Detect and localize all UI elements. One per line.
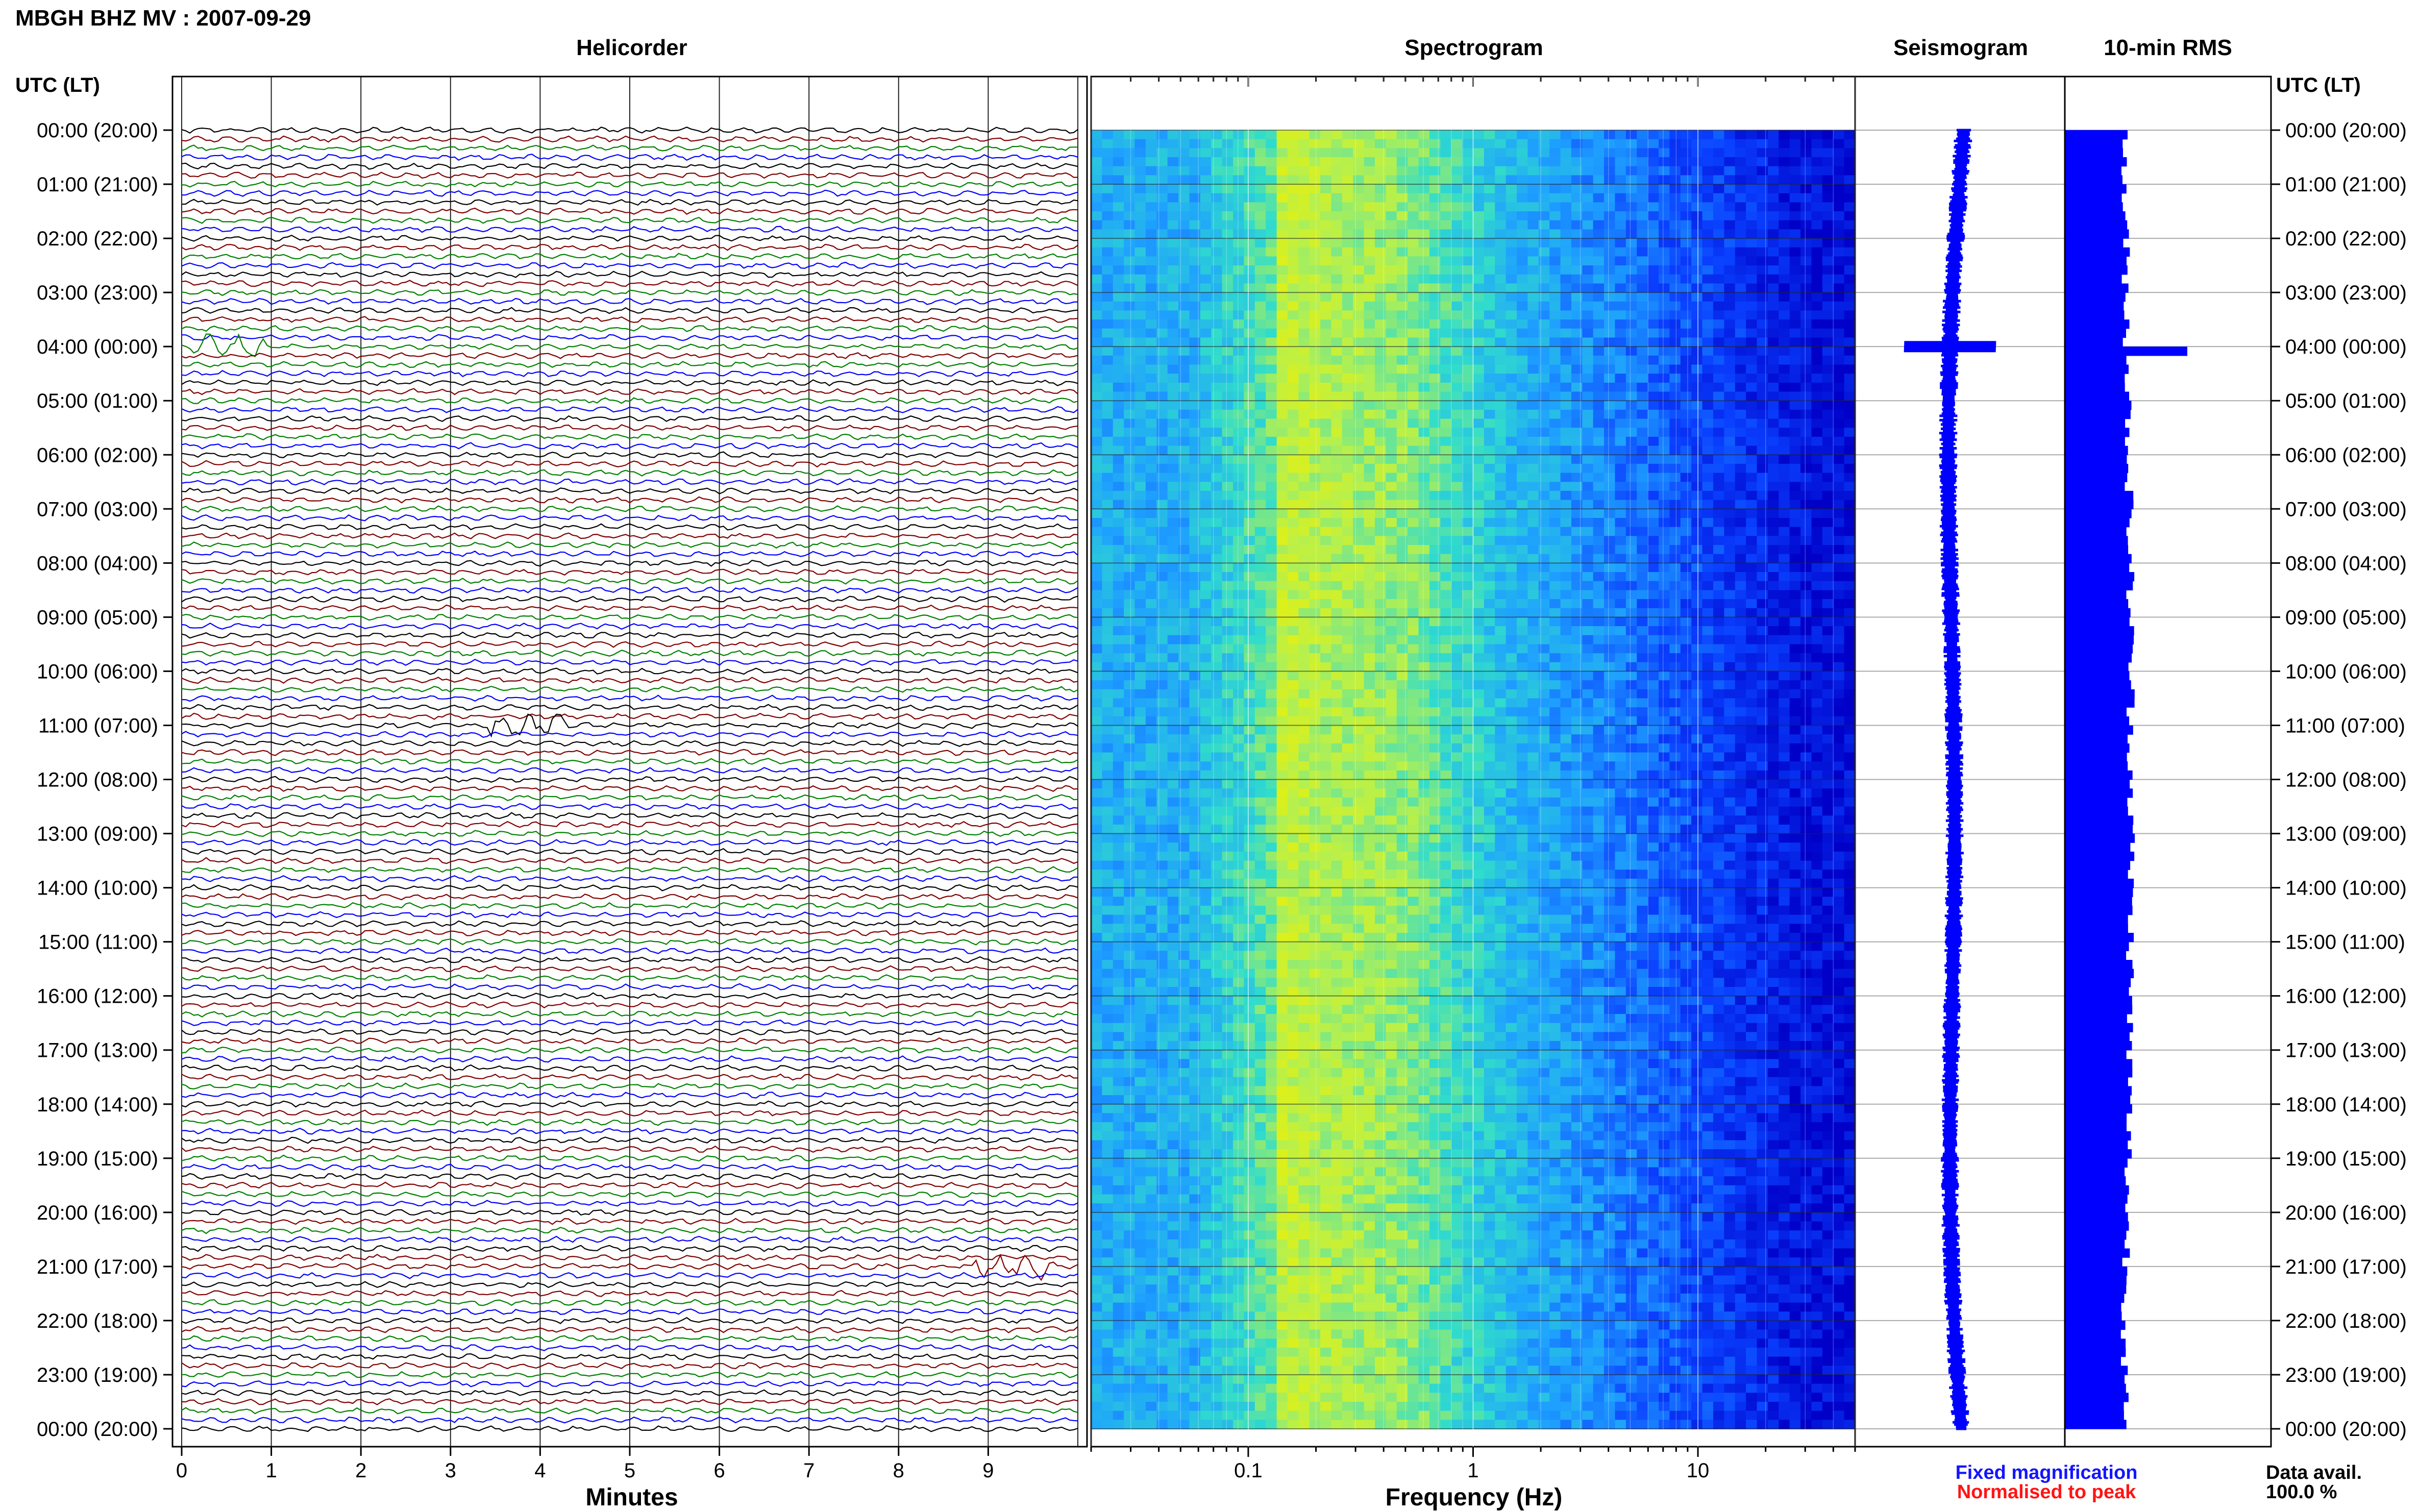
time-tick-label: 03:00 (23:00) <box>37 282 158 304</box>
minute-tick-label: 5 <box>624 1459 635 1482</box>
frequency-tick-label: 0.1 <box>1234 1459 1263 1482</box>
time-tick-label: 05:00 (01:00) <box>2285 390 2407 412</box>
minute-tick-label: 3 <box>445 1459 456 1482</box>
time-tick-label: 06:00 (02:00) <box>2285 444 2407 466</box>
time-tick-label: 15:00 (11:00) <box>38 931 158 954</box>
legend-normalised-to-peak: Normalised to peak <box>1957 1481 2136 1503</box>
helicorder-title: Helicorder <box>576 35 687 60</box>
minute-tick-label: 2 <box>355 1459 366 1482</box>
time-tick-label: 21:00 (17:00) <box>2285 1256 2407 1278</box>
time-tick-label: 08:00 (04:00) <box>37 552 158 575</box>
time-tick-label: 13:00 (09:00) <box>2285 823 2407 846</box>
time-tick-label: 21:00 (17:00) <box>37 1256 158 1278</box>
time-tick-label: 10:00 (06:00) <box>37 660 158 683</box>
time-tick-label: 23:00 (19:00) <box>2285 1364 2407 1386</box>
time-tick-label: 19:00 (15:00) <box>37 1148 158 1170</box>
right-time-axis-label: UTC (LT) <box>2276 74 2361 96</box>
time-tick-label: 16:00 (12:00) <box>2285 985 2407 1008</box>
time-tick-label: 07:00 (03:00) <box>2285 498 2407 520</box>
time-tick-label: 17:00 (13:00) <box>2285 1039 2407 1062</box>
data-availability-value: 100.0 % <box>2266 1481 2337 1503</box>
minute-tick-label: 1 <box>265 1459 277 1482</box>
time-tick-label: 01:00 (21:00) <box>37 173 158 196</box>
left-time-tick-labels: 00:00 (20:00) 01:00 (21:00) 02:00 (22:00) 0… <box>37 119 158 1441</box>
time-tick-label: 09:00 (05:00) <box>37 606 158 629</box>
time-tick-label: 11:00 (07:00) <box>2285 714 2405 737</box>
rms-bars <box>2065 130 2187 1429</box>
time-tick-label: 01:00 (21:00) <box>2285 173 2407 196</box>
time-tick-label: 18:00 (14:00) <box>37 1094 158 1116</box>
time-tick-label: 18:00 (14:00) <box>2285 1094 2407 1116</box>
time-tick-label: 22:00 (18:00) <box>2285 1310 2407 1332</box>
axis-ticks: 0 1 2 3 4 5 6 7 8 9 0.1 1 10 <box>163 77 2280 1482</box>
frequency-tick-label: 10 <box>1687 1459 1710 1482</box>
minute-tick-label: 6 <box>713 1459 725 1482</box>
time-tick-label: 06:00 (02:00) <box>37 444 158 466</box>
page-title: MBGH BHZ MV : 2007-09-29 <box>15 6 311 31</box>
time-tick-label: 02:00 (22:00) <box>37 228 158 250</box>
data-availability-label: Data avail. <box>2266 1462 2362 1483</box>
time-tick-label: 20:00 (16:00) <box>37 1202 158 1224</box>
minutes-axis-label: Minutes <box>585 1484 678 1511</box>
time-tick-label: 05:00 (01:00) <box>37 390 158 412</box>
time-tick-label: 03:00 (23:00) <box>2285 282 2407 304</box>
time-tick-label: 02:00 (22:00) <box>2285 228 2407 250</box>
time-tick-label: 16:00 (12:00) <box>37 985 158 1008</box>
time-tick-label: 04:00 (00:00) <box>37 336 158 358</box>
time-tick-label: 19:00 (15:00) <box>2285 1148 2407 1170</box>
time-tick-label: 14:00 (10:00) <box>2285 877 2407 900</box>
time-tick-label: 07:00 (03:00) <box>37 498 158 520</box>
left-time-axis-label: UTC (LT) <box>15 74 100 96</box>
rms-title: 10-min RMS <box>2104 35 2232 60</box>
time-tick-label: 08:00 (04:00) <box>2285 552 2407 575</box>
time-tick-label: 20:00 (16:00) <box>2285 1202 2407 1224</box>
time-tick-label: 00:00 (20:00) <box>2285 1418 2407 1441</box>
minute-tick-label: 4 <box>534 1459 546 1482</box>
minute-tick-label: 8 <box>893 1459 904 1482</box>
time-tick-label: 00:00 (20:00) <box>37 119 158 142</box>
frequency-tick-label: 1 <box>1467 1459 1478 1482</box>
time-tick-label: 23:00 (19:00) <box>37 1364 158 1386</box>
right-time-tick-labels: 00:00 (20:00) 01:00 (21:00) 02:00 (22:00) 0… <box>2285 119 2407 1441</box>
time-tick-label: 17:00 (13:00) <box>37 1039 158 1062</box>
time-tick-label: 00:00 (20:00) <box>37 1418 158 1441</box>
frequency-axis-label: Frequency (Hz) <box>1386 1484 1563 1511</box>
seismogram-title: Seismogram <box>1893 35 2028 60</box>
minute-tick-label: 7 <box>803 1459 814 1482</box>
time-tick-label: 14:00 (10:00) <box>37 877 158 900</box>
time-tick-label: 22:00 (18:00) <box>37 1310 158 1332</box>
seismogram-trace <box>1904 129 1996 1430</box>
spectrogram-heatmap <box>1091 130 1856 1429</box>
time-tick-label: 13:00 (09:00) <box>37 823 158 846</box>
minute-tick-label: 0 <box>176 1459 187 1482</box>
time-tick-label: 09:00 (05:00) <box>2285 606 2407 629</box>
legend-fixed-magnification: Fixed magnification <box>1956 1462 2138 1483</box>
time-tick-label: 11:00 (07:00) <box>38 714 158 737</box>
time-tick-label: 12:00 (08:00) <box>2285 769 2407 791</box>
time-tick-label: 04:00 (00:00) <box>2285 336 2407 358</box>
time-tick-label: 12:00 (08:00) <box>37 769 158 791</box>
helicorder-traces <box>181 77 1078 1447</box>
time-tick-label: 00:00 (20:00) <box>2285 119 2407 142</box>
time-tick-label: 10:00 (06:00) <box>2285 660 2407 683</box>
minute-tick-label: 9 <box>982 1459 994 1482</box>
time-tick-label: 15:00 (11:00) <box>2285 931 2405 954</box>
spectrogram-title: Spectrogram <box>1404 35 1543 60</box>
